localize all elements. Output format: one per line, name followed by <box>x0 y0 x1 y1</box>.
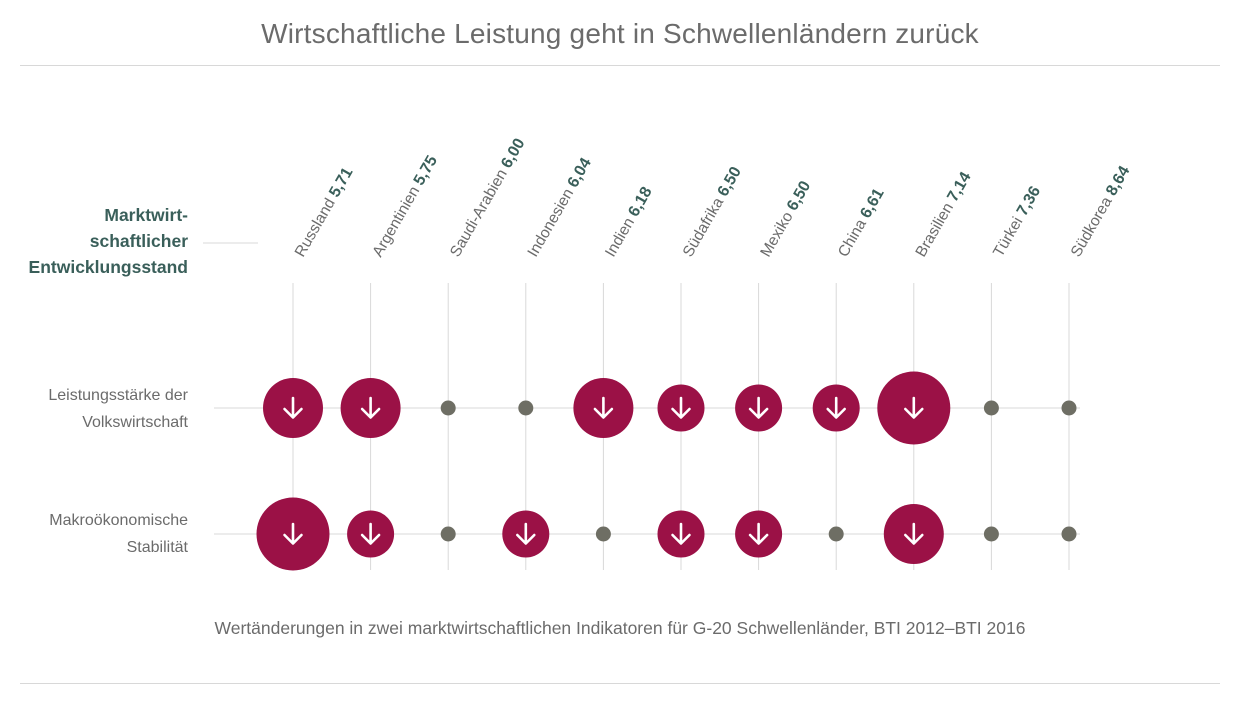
score-label: 6,00 <box>498 136 528 172</box>
arrow-down-icon <box>360 522 381 545</box>
arrow-down-icon <box>593 396 614 419</box>
country-label: Brasilien <box>913 196 960 260</box>
bottom-divider <box>20 683 1220 684</box>
score-label: 5,71 <box>326 165 356 201</box>
score-label: 7,36 <box>1014 183 1044 219</box>
chart-subtitle: Wertänderungen in zwei marktwirtschaftli… <box>214 618 1026 638</box>
column-label: Indien 6,18 <box>602 184 656 260</box>
row-label-stabilitaet: Makroökonomische Stabilität <box>49 507 188 561</box>
country-label: Russland <box>292 192 341 260</box>
score-label: 6,61 <box>857 186 887 222</box>
country-label: Indien <box>602 211 640 260</box>
score-label: 5,75 <box>411 153 441 189</box>
country-label: Saudi-Arabien <box>447 163 513 260</box>
country-label: China <box>835 213 872 260</box>
score-label: 8,64 <box>1103 163 1133 199</box>
row-label-line: Makroökonomische <box>49 512 188 529</box>
country-label: Mexiko <box>757 205 798 260</box>
chart-title: Wirtschaftliche Leistung geht in Schwell… <box>261 18 979 49</box>
row-label-line: Stabilität <box>126 539 188 556</box>
score-label: 6,18 <box>625 184 655 220</box>
no-change-marker <box>983 526 999 542</box>
score-label: 6,50 <box>715 164 745 200</box>
column-label: Brasilien 7,14 <box>913 169 975 260</box>
no-change-marker <box>1061 526 1077 542</box>
arrow-down-icon <box>826 396 846 419</box>
column-label: Südafrika 6,50 <box>680 164 745 260</box>
column-label: Mexiko 6,50 <box>757 178 814 260</box>
arrow-down-icon <box>748 396 769 419</box>
country-label: Argentinien <box>369 180 425 260</box>
column-label: China 6,61 <box>835 186 888 260</box>
no-change-marker <box>595 526 611 542</box>
country-label: Südafrika <box>680 191 730 260</box>
no-change-marker <box>440 526 456 542</box>
column-label: Russland 5,71 <box>292 165 357 260</box>
country-label: Indonesien <box>525 182 580 260</box>
arrow-down-icon <box>671 396 691 419</box>
top-divider <box>20 65 1220 66</box>
x-axis-header-line-3: Entwicklungsstand <box>28 257 188 277</box>
column-label: Argentinien 5,75 <box>369 153 441 260</box>
arrow-down-icon <box>904 396 924 419</box>
no-change-marker <box>440 400 456 416</box>
x-axis-header: Marktwirt- schaftlicher Entwicklungsstan… <box>29 202 188 280</box>
column-label: Saudi-Arabien 6,00 <box>447 136 529 260</box>
arrow-down-icon <box>283 522 303 545</box>
column-label: Südkorea 8,64 <box>1068 163 1134 260</box>
arrow-down-icon <box>283 396 303 419</box>
row-label-line: Volkswirtschaft <box>82 414 188 431</box>
row-label-line: Leistungsstärke der <box>48 387 188 404</box>
arrow-down-icon <box>516 522 536 545</box>
column-label: Türkei 7,36 <box>990 183 1044 260</box>
country-label: Türkei <box>990 210 1028 260</box>
no-change-marker <box>983 400 999 416</box>
arrow-down-icon <box>671 522 691 545</box>
score-label: 6,50 <box>784 178 814 214</box>
arrow-down-icon <box>360 396 381 419</box>
no-change-marker <box>1061 400 1077 416</box>
arrow-down-icon <box>904 522 924 545</box>
score-label: 7,14 <box>944 169 974 205</box>
no-change-marker <box>518 400 534 416</box>
no-change-marker <box>828 526 844 542</box>
row-label-leistungsstaerke: Leistungsstärke der Volkswirtschaft <box>48 382 188 436</box>
arrow-down-icon <box>748 522 769 545</box>
x-axis-header-line-2: schaftlicher <box>89 231 188 251</box>
column-label: Indonesien 6,04 <box>525 155 595 260</box>
x-axis-header-line-1: Marktwirt- <box>104 205 188 225</box>
score-label: 6,04 <box>565 155 595 191</box>
country-label: Südkorea <box>1068 190 1118 260</box>
